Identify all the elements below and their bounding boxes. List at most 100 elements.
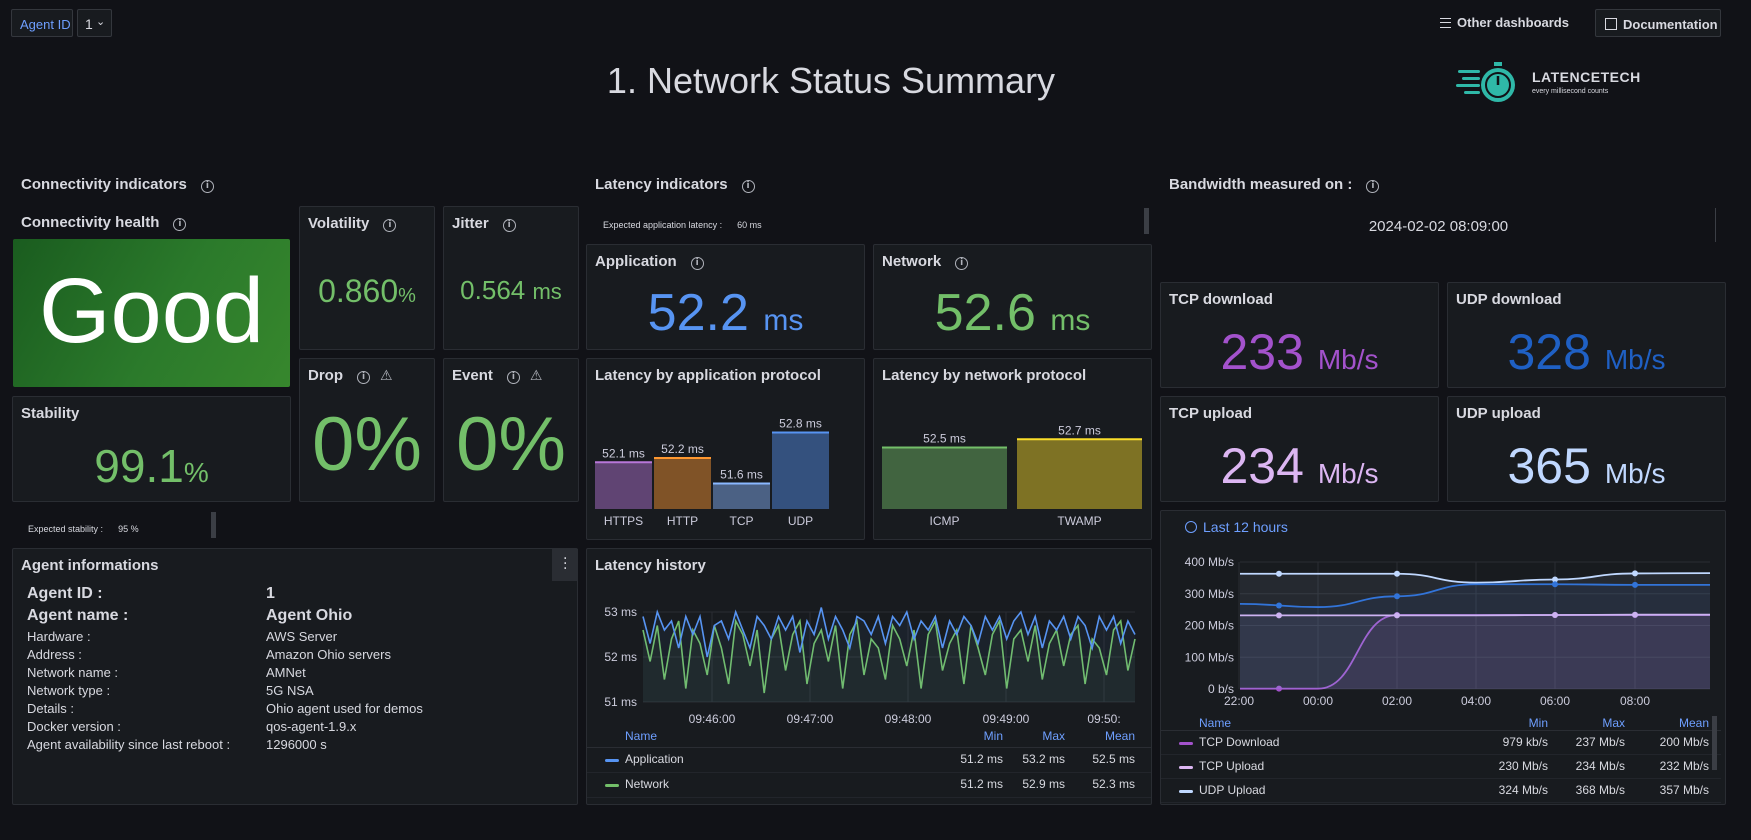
data-point <box>1394 570 1400 577</box>
bar-category-label: TCP <box>730 514 754 528</box>
legend-swatch <box>1179 741 1193 745</box>
agent-id-select[interactable]: 1 ⌄ <box>77 9 112 37</box>
bar <box>595 462 652 509</box>
drop-value: 0% <box>312 402 422 487</box>
legend-name: TCP Upload <box>1199 758 1265 773</box>
legend-row[interactable]: TCP Upload 230 Mb/s 234 Mb/s 232 Mb/s <box>1161 755 1721 779</box>
bar-value-label: 51.6 ms <box>720 468 763 482</box>
info-icon[interactable]: i <box>1366 180 1380 193</box>
data-point <box>1552 576 1558 583</box>
info-icon[interactable]: i <box>506 371 520 384</box>
data-point <box>1632 581 1638 588</box>
bandwidth-history-panel: Last 12 hours 400 Mb/s 300 Mb/s 200 Mb/s 10… <box>1160 510 1726 805</box>
legend-max: 234 Mb/s <box>1575 758 1625 773</box>
agent-info-value: 1296000 s <box>266 737 327 752</box>
info-icon[interactable]: i <box>955 257 969 270</box>
y-tick-label: 53 ms <box>604 605 637 619</box>
jitter-panel: Jitter i 0.564 ms <box>443 206 579 350</box>
menu-icon <box>1440 18 1451 28</box>
panel-menu-button[interactable]: · · · <box>552 549 578 581</box>
info-icon[interactable]: i <box>502 219 516 232</box>
legend-header-min[interactable]: Min <box>983 729 1003 743</box>
legend-max: 237 Mb/s <box>1575 734 1625 749</box>
volatility-panel: Volatility i 0.860% <box>299 206 435 350</box>
drop-panel: Drop i ⚠ 0% <box>299 358 435 502</box>
legend-row[interactable]: TCP Download 979 kb/s 237 Mb/s 200 Mb/s <box>1161 731 1721 755</box>
legend-mean: 200 Mb/s <box>1659 734 1709 749</box>
legend-swatch <box>1179 789 1193 793</box>
udp-download-panel: UDP download 328 Mb/s <box>1447 282 1726 388</box>
section-latency: Latency indicators i <box>595 176 755 193</box>
drop-title: Drop i ⚠ <box>308 367 393 384</box>
bar-value-label: 52.2 ms <box>661 442 704 456</box>
bar-value-label: 52.5 ms <box>923 432 966 446</box>
legend-header-mean[interactable]: Mean <box>1104 729 1135 743</box>
info-icon[interactable]: i <box>357 371 370 384</box>
info-icon[interactable]: i <box>383 219 397 232</box>
legend-max: 368 Mb/s <box>1575 782 1625 797</box>
bar-category-label: UDP <box>788 514 813 528</box>
y-tick-label: 300 Mb/s <box>1185 587 1234 601</box>
stability-panel: Stability 99.1% <box>12 396 291 502</box>
legend-min: 324 Mb/s <box>1498 782 1548 797</box>
info-icon[interactable]: i <box>741 180 755 193</box>
scrollbar[interactable] <box>1144 208 1149 234</box>
scrollbar[interactable] <box>211 512 216 538</box>
x-tick-label: 09:50: <box>1087 712 1120 726</box>
expected-latency-bar: Expected application latency : 60 ms <box>586 206 1156 234</box>
legend-header-name[interactable]: Name <box>1199 716 1232 730</box>
data-point <box>1394 612 1400 619</box>
logo-image <box>1456 60 1526 106</box>
legend-name: Network <box>625 777 670 791</box>
latency-history-panel: Latency history 53 ms 52 ms 51 ms 09:46:00 0… <box>586 548 1152 805</box>
bar-value-label: 52.7 ms <box>1058 423 1101 437</box>
other-dashboards-link[interactable]: Other dashboards <box>1440 15 1569 33</box>
agent-info-value: 5G NSA <box>266 683 314 698</box>
legend-name: UDP Upload <box>1199 782 1266 797</box>
warning-icon[interactable]: ⚠ <box>380 368 393 384</box>
data-point <box>1276 602 1282 609</box>
legend-swatch <box>1179 765 1193 769</box>
scrollbar[interactable] <box>1712 716 1717 770</box>
agent-info-value: Ohio agent used for demos <box>266 701 423 716</box>
info-icon[interactable]: i <box>690 257 704 270</box>
legend-header-name[interactable]: Name <box>625 729 658 743</box>
expected-stability: Expected stability : 95 % <box>28 524 139 534</box>
series-line <box>642 618 1136 694</box>
info-icon[interactable]: i <box>173 218 187 231</box>
legend-row[interactable]: UDP Upload 324 Mb/s 368 Mb/s 357 Mb/s <box>1161 779 1721 803</box>
logo-name: LATENCETECH <box>1532 69 1641 85</box>
agent-info-value: AWS Server <box>266 629 338 644</box>
legend-row[interactable]: Application 51.2 ms 53.2 ms 52.5 ms <box>587 748 1151 773</box>
volatility-title: Volatility i <box>308 215 397 232</box>
agent-info-value: 1 <box>266 585 275 602</box>
bandwidth-date: 2024-02-02 08:09:00 <box>1368 218 1509 235</box>
data-point <box>1632 570 1638 577</box>
warning-icon[interactable]: ⚠ <box>529 368 543 384</box>
tcp-download-panel: TCP download 233 Mb/s <box>1160 282 1439 388</box>
legend-header-max[interactable]: Max <box>1602 716 1625 730</box>
bandwidth-date-panel: 2024-02-02 08:09:00 <box>1160 206 1717 246</box>
agent-info-label: Agent availability since last reboot : <box>27 737 231 752</box>
info-icon[interactable]: i <box>200 180 214 193</box>
x-tick-label: 09:48:00 <box>885 712 932 726</box>
connectivity-health-title: Connectivity health i <box>21 214 187 231</box>
legend-row[interactable]: Network 51.2 ms 52.9 ms 52.3 ms <box>587 773 1151 798</box>
legend-name: Application <box>625 752 684 766</box>
latency-by-app-panel: Latency by application protocol 52.1 ms H… <box>586 358 865 540</box>
application-latency-title: Application i <box>595 253 704 270</box>
x-tick-label: 06:00 <box>1540 694 1570 708</box>
legend-header-mean[interactable]: Mean <box>1678 716 1709 730</box>
legend-min: 51.2 ms <box>960 752 1003 766</box>
connectivity-health-panel: Good <box>13 239 290 387</box>
legend-header-max[interactable]: Max <box>1042 729 1065 743</box>
udp-download-title: UDP download <box>1456 291 1562 308</box>
stability-title: Stability <box>21 405 80 422</box>
tcp-upload-value: 234 Mb/s <box>1220 438 1379 494</box>
time-range-picker[interactable]: Last 12 hours <box>1185 519 1288 535</box>
documentation-button[interactable]: Documentation <box>1595 9 1721 37</box>
legend-header-min[interactable]: Min <box>1528 716 1548 730</box>
latency-by-app-chart: 52.1 ms HTTPS 52.2 ms HTTP 51.6 ms TCP 52.8 ms… <box>595 417 829 528</box>
divider <box>1715 208 1716 242</box>
latency-by-net-title: Latency by network protocol <box>882 367 1087 384</box>
